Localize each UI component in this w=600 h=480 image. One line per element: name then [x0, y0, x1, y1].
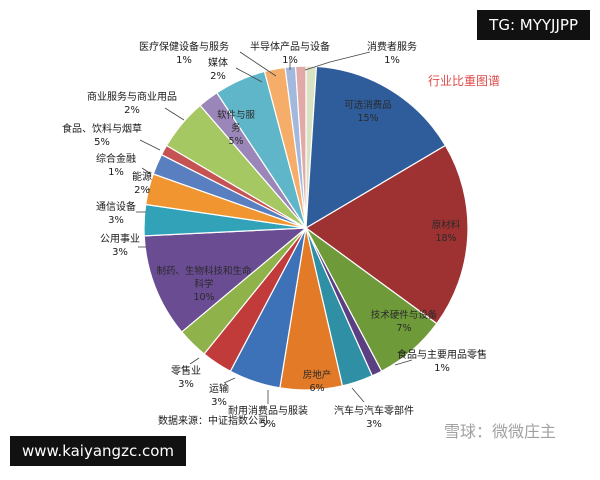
leader-line	[235, 67, 263, 83]
leader-line	[394, 359, 413, 366]
slice-label: 公用事业 3%	[100, 232, 140, 258]
slice-label: 运输 3%	[209, 382, 229, 408]
slice-label: 通信设备 3%	[96, 200, 136, 226]
leader-line	[223, 377, 236, 384]
pie-slice	[143, 227, 308, 333]
watermark: 雪球：微微庄主	[443, 422, 556, 441]
slice-label: 原材料 18%	[432, 219, 461, 244]
leader-line	[351, 387, 365, 403]
leader-line	[164, 107, 185, 121]
pie-slice	[294, 65, 307, 229]
slice-label: 软件与服务 5%	[217, 109, 256, 147]
tg-tag: TG: MYYJJPP	[477, 10, 590, 40]
leader-line	[239, 51, 277, 77]
slice-label: 汽车与汽车零部件 3%	[334, 404, 414, 430]
slice-label: 半导体产品与设备 1%	[250, 40, 330, 66]
slice-label: 技术硬件与设备 7%	[371, 309, 438, 334]
leader-line	[139, 139, 161, 151]
leader-lines	[136, 51, 413, 404]
slice-label: 能源 2%	[132, 170, 152, 196]
pie-slice	[304, 144, 469, 325]
slice-label: 商业服务与商业用品 2%	[87, 90, 177, 116]
leader-line	[304, 51, 371, 71]
site-tag: www.kaiyangzc.com	[10, 436, 186, 466]
slice-label: 制药、生物科技和生命科学 10%	[156, 265, 252, 303]
chart-title: 行业比重图谱	[428, 74, 501, 88]
leader-line	[189, 357, 200, 365]
slice-label: 食品与主要用品零售 1%	[397, 348, 487, 374]
leader-line	[141, 167, 152, 175]
slice-label: 消费者服务 1%	[367, 40, 417, 66]
pie-slice	[305, 65, 447, 230]
slice-label: 食品、饮料与烟草 5%	[62, 122, 142, 148]
slice-label: 综合金融 1%	[96, 152, 136, 178]
slice-label: 媒体 2%	[208, 57, 228, 82]
slice-label: 医疗保健设备与服务 1%	[139, 40, 229, 66]
source-note: 数据来源：中证指数公司	[158, 414, 268, 427]
slice-label: 零售业 3%	[171, 364, 201, 390]
leader-line	[147, 187, 151, 191]
slice-labels: 消费者服务 1% 可选消费品 15% 原材料 18% 技术硬件与设备 7% 食品与主要用品零售 1…	[62, 40, 487, 430]
slice-label: 可选消费品 15%	[344, 99, 392, 124]
slice-label: 房地产 6%	[303, 369, 332, 394]
pie-slices	[143, 65, 469, 391]
slice-label: 耐用消费品与服装 5%	[228, 404, 308, 430]
